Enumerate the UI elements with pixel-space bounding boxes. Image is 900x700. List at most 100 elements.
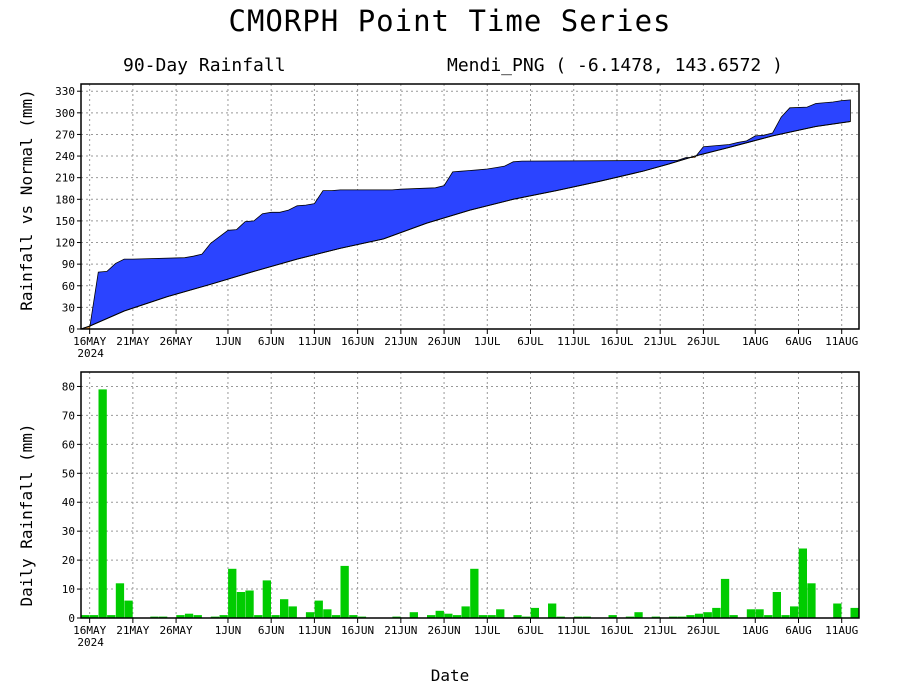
y-tick-label: 0 [68, 612, 75, 625]
daily-rainfall-bar [712, 607, 721, 618]
daily-rainfall-bar [124, 600, 133, 618]
y-tick-label: 120 [55, 237, 75, 250]
x-tick-label: 26MAY [160, 624, 193, 637]
daily-rainfall-bar [548, 603, 557, 618]
x-tick-label: 11JUN [298, 335, 331, 348]
x-tick-label: 21MAY [116, 335, 149, 348]
daily-rainfall-bar [746, 609, 756, 618]
daily-rainfall-bar [530, 607, 539, 618]
x-tick-label: 6AUG [785, 335, 812, 348]
daily-rainfall-bar [435, 610, 444, 618]
x-tick-label: 11AUG [825, 335, 858, 348]
x-tick-label: 6JUN [258, 335, 285, 348]
x-tick-label: 1JUN [215, 335, 242, 348]
x-tick-label: 1AUG [742, 335, 769, 348]
daily-rainfall-bar [452, 615, 462, 618]
daily-rainfall-bar [720, 578, 730, 618]
daily-rainfall-bar [228, 568, 237, 618]
y-tick-label: 50 [62, 467, 75, 480]
y-tick-label: 150 [55, 215, 75, 228]
x-tick-label: 26JUN [428, 624, 461, 637]
daily-rainfall-bar [340, 565, 349, 618]
y-tick-label: 70 [62, 409, 75, 422]
daily-rainfall-bar [478, 615, 488, 618]
x-axis-label: Date [430, 666, 470, 685]
x-tick-label: 16JUN [341, 624, 374, 637]
x-tick-label: 6AUG [785, 624, 812, 637]
x-tick-label: 6JUN [258, 624, 285, 637]
y-tick-label: 30 [62, 301, 75, 314]
year-label: 2024 [77, 636, 104, 649]
x-tick-label: 16JUL [600, 335, 633, 348]
daily-rainfall-bar [409, 612, 418, 618]
x-tick-label: 26JUL [687, 624, 720, 637]
y-tick-label: 90 [62, 258, 75, 271]
daily-rainfall-bar [798, 548, 807, 618]
daily-rainfall-bar [184, 613, 194, 618]
chart-subtitle-right: Mendi_PNG ( -6.1478, 143.6572 ) [447, 55, 783, 76]
daily-rainfall-bar [790, 606, 799, 618]
daily-rainfall-bar [254, 615, 263, 618]
plot-frame [80, 83, 860, 330]
daily-rainfall-bar [288, 606, 297, 618]
y-tick-label: 300 [55, 107, 75, 120]
y-tick-label: 240 [55, 150, 75, 163]
daily-rainfall-bar [219, 615, 228, 618]
x-tick-label: 21MAY [116, 624, 149, 637]
daily-rainfall-bar [755, 609, 764, 618]
daily-rainfall-bar [496, 609, 505, 618]
y-tick-label: 60 [62, 438, 75, 451]
y-tick-label: 180 [55, 193, 75, 206]
daily-rainfall-bar [81, 615, 90, 618]
y-tick-label: 20 [62, 554, 75, 567]
x-tick-label: 6JUL [517, 624, 544, 637]
y-tick-label: 30 [62, 525, 75, 538]
x-tick-label: 21JUN [384, 335, 417, 348]
daily-rainfall-bar [461, 606, 470, 618]
daily-rainfall-bar [107, 615, 116, 618]
x-tick-label: 26MAY [160, 335, 193, 348]
daily-rainfall-bar [772, 592, 781, 618]
daily-rainfall-bar [513, 615, 522, 618]
y-tick-label: 270 [55, 128, 75, 141]
daily-rainfall-bar [193, 615, 202, 618]
daily-rainfall-bar [850, 607, 859, 618]
x-tick-label: 26JUL [687, 335, 720, 348]
x-tick-label: 16MAY [73, 335, 106, 348]
y-axis-label: Daily Rainfall (mm) [17, 423, 36, 606]
x-tick-label: 11JUL [557, 624, 590, 637]
x-tick-label: 1JUN [215, 624, 242, 637]
x-tick-label: 21JUL [644, 335, 677, 348]
year-label: 2024 [77, 347, 104, 360]
daily-rainfall-bar [781, 615, 790, 618]
x-tick-label: 16MAY [73, 624, 106, 637]
daily-rainfall-bar [314, 600, 323, 618]
daily-rainfall-bar [634, 612, 643, 618]
x-tick-label: 16JUL [600, 624, 633, 637]
plot-frame [80, 371, 860, 619]
daily-rainfall-bar [271, 615, 280, 618]
chart-title: CMORPH Point Time Series [228, 4, 672, 38]
x-tick-label: 6JUL [517, 335, 544, 348]
x-tick-label: 11AUG [825, 624, 858, 637]
y-axis-label: Rainfall vs Normal (mm) [17, 89, 36, 311]
daily-rainfall-chart: 0 10 20 30 40 50 60 70 80 16MAY 21MAY 26MAY 1JUN 6JUN… [17, 371, 860, 649]
daily-rainfall-bar [694, 613, 704, 618]
x-tick-label: 1JUL [474, 335, 501, 348]
x-tick-label: 11JUL [557, 335, 590, 348]
daily-rainfall-bar [764, 615, 773, 618]
daily-rainfall-bar [833, 603, 842, 618]
daily-rainfall-bar [245, 590, 254, 618]
daily-rainfall-bar [176, 615, 185, 618]
x-tick-label: 26JUN [428, 335, 461, 348]
daily-rainfall-bar [487, 615, 496, 618]
y-tick-label: 10 [62, 583, 75, 596]
daily-rainfall-bar [470, 568, 479, 618]
daily-rainfall-bar [807, 583, 816, 618]
x-tick-label: 1JUL [474, 624, 501, 637]
x-tick-label: 16JUN [341, 335, 374, 348]
normal-rainfall-line [80, 121, 851, 330]
cumulative-rainfall-chart: 0 30 60 90 120 150 180 210 240 270 300 330 16MAY 21MA… [17, 83, 860, 360]
daily-rainfall-bar [427, 615, 436, 618]
daily-rainfall-bar [98, 389, 107, 618]
